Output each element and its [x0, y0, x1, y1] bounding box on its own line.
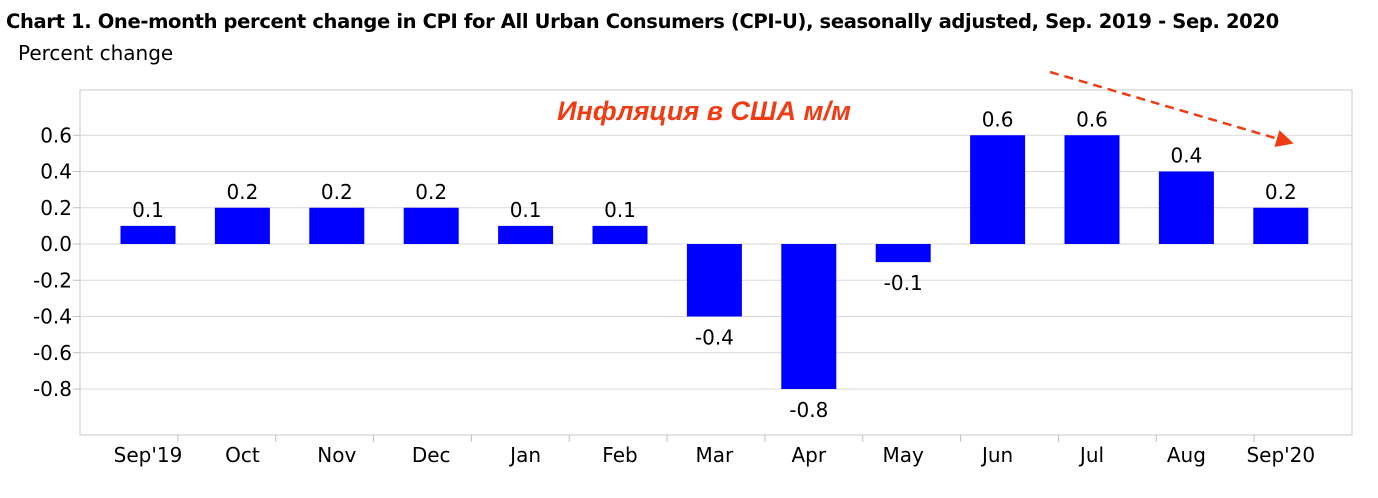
data-label: 0.1: [132, 198, 164, 222]
x-tick-label: Jul: [1078, 443, 1104, 467]
bar: [875, 244, 931, 263]
data-label: -0.1: [884, 271, 923, 295]
x-tick-label: Aug: [1167, 443, 1206, 467]
data-label: 0.2: [1265, 180, 1297, 204]
annotation-text: Инфляция в США м/м: [557, 96, 851, 126]
data-label: 0.1: [604, 198, 636, 222]
chart-subtitle: Percent change: [18, 41, 174, 65]
y-tick-label: -0.4: [33, 305, 72, 329]
x-tick-label: Jan: [508, 443, 541, 467]
x-tick-label: Sep'20: [1246, 443, 1315, 467]
y-tick-label: 0.6: [40, 123, 72, 147]
x-tick-label: May: [883, 443, 925, 467]
data-label: 0.2: [226, 180, 258, 204]
bar: [214, 207, 270, 244]
data-label: -0.8: [789, 398, 828, 422]
y-tick-label: -0.6: [33, 341, 72, 365]
y-tick-label: 0.4: [40, 160, 72, 184]
data-label: 0.4: [1170, 144, 1202, 168]
y-tick-label: -0.8: [33, 377, 72, 401]
data-label: 0.1: [510, 198, 542, 222]
x-tick-label: Jun: [980, 443, 1013, 467]
trend-arrow: [1049, 70, 1294, 147]
bar: [970, 135, 1026, 244]
x-tick-label: Apr: [791, 443, 826, 467]
x-tick-label: Nov: [317, 443, 356, 467]
data-labels: 0.1 0.2 0.2 0.2 0.1 0.1 -0.4 -0.8 -0.1 0.6 0.6 0.4 0…: [132, 107, 1297, 422]
data-label: -0.4: [695, 326, 734, 350]
bar: [403, 207, 459, 244]
x-axis: Sep'19 Oct Nov Dec Jan Feb Mar Apr May Jun Jul Aug S…: [114, 435, 1315, 467]
chart-title: Chart 1. One-month percent change in CPI…: [6, 10, 1279, 33]
data-label: 0.6: [982, 107, 1014, 131]
y-tick-label: 0.0: [40, 232, 72, 256]
y-axis: 0.6 0.4 0.2 0.0 -0.2 -0.4 -0.6 -0.8: [33, 123, 80, 401]
bar: [686, 244, 742, 317]
bar: [1253, 207, 1309, 244]
bars: [120, 135, 1309, 389]
x-tick-label: Sep'19: [114, 443, 183, 467]
y-tick-label: 0.2: [40, 196, 72, 220]
data-label: 0.2: [415, 180, 447, 204]
bar: [498, 225, 554, 244]
bar: [1064, 135, 1120, 244]
data-label: 0.2: [321, 180, 353, 204]
y-tick-label: -0.2: [33, 268, 72, 292]
x-tick-label: Mar: [696, 443, 735, 467]
data-label: 0.6: [1076, 107, 1108, 131]
bar: [592, 225, 648, 244]
x-tick-label: Feb: [602, 443, 637, 467]
bar: [1158, 171, 1214, 244]
x-tick-label: Dec: [412, 443, 451, 467]
bar: [781, 244, 837, 389]
bar: [120, 225, 176, 244]
bar: [309, 207, 365, 244]
x-tick-label: Oct: [225, 443, 260, 467]
